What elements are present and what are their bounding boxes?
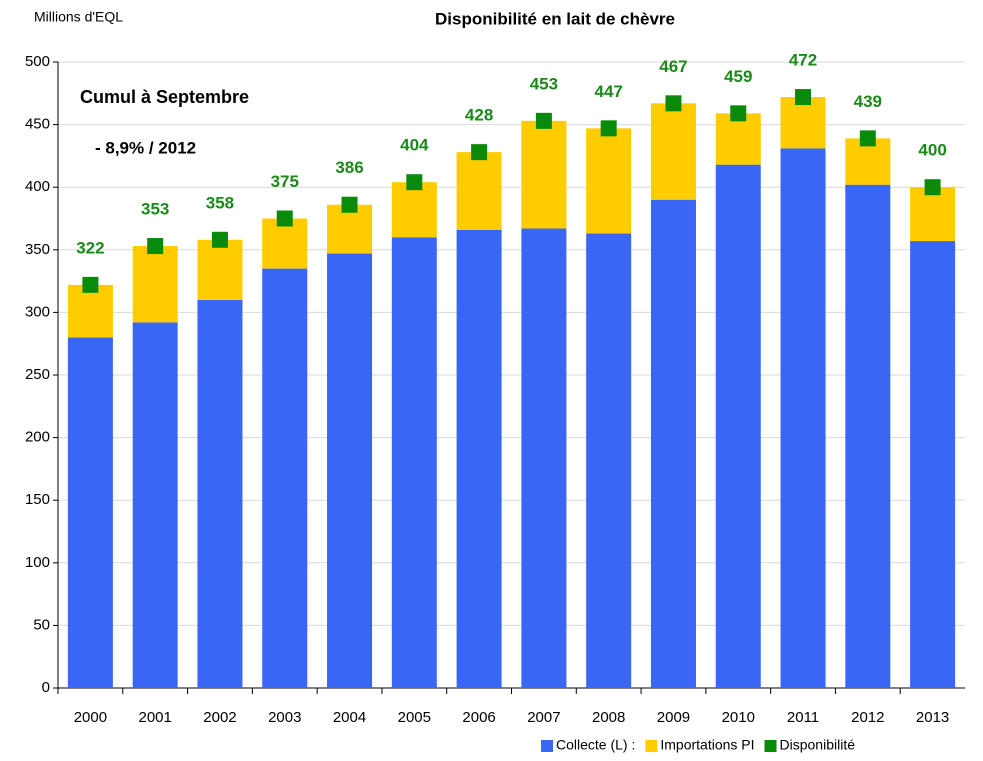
marker (535, 112, 552, 129)
bar-segment (845, 184, 891, 689)
y-tick-label: 300 (25, 303, 50, 320)
chart-title: Disponibilité en lait de chèvre (435, 9, 675, 28)
marker (471, 144, 488, 161)
value-label: 358 (206, 193, 234, 212)
x-tick-label: 2011 (787, 709, 819, 726)
bar-segment (780, 97, 826, 149)
y-tick-label: 100 (25, 554, 50, 571)
bar-segment (132, 246, 178, 323)
bar-segment (715, 164, 761, 688)
value-label: 439 (854, 92, 882, 111)
marker (211, 231, 228, 248)
y-tick-label: 500 (25, 53, 50, 70)
x-tick-label: 2006 (462, 709, 495, 726)
value-label: 472 (789, 51, 817, 70)
bar-segment (456, 229, 502, 688)
bar-segment (197, 299, 243, 688)
x-tick-label: 2012 (851, 709, 884, 726)
value-label: 459 (724, 67, 752, 86)
bar-segment (67, 284, 113, 338)
marker (795, 89, 812, 106)
legend-swatch (541, 740, 553, 752)
x-tick-label: 2000 (74, 709, 107, 726)
value-label: 447 (594, 82, 622, 101)
bar-segment (132, 322, 178, 688)
bar-segment (67, 337, 113, 688)
annotation: Cumul à Septembre (80, 87, 249, 107)
marker (665, 95, 682, 112)
bar-segment (586, 128, 632, 234)
legend-swatch (764, 740, 777, 752)
legend-label: Collecte (L) : (556, 737, 635, 753)
marker (276, 210, 293, 227)
legend-label: Importations PI (660, 737, 754, 753)
bar-segment (521, 120, 567, 229)
bar-segment (780, 148, 826, 688)
y-tick-label: 0 (42, 679, 50, 696)
y-tick-label: 150 (25, 491, 50, 508)
x-tick-label: 2013 (916, 709, 949, 726)
x-tick-label: 2001 (138, 709, 171, 726)
marker (147, 238, 164, 255)
marker (859, 130, 876, 147)
y-tick-label: 200 (25, 429, 50, 446)
bar-segment (327, 253, 373, 688)
bar-segment (262, 268, 308, 688)
marker (730, 105, 747, 122)
annotation: - 8,9% / 2012 (95, 138, 196, 157)
x-tick-label: 2004 (333, 709, 366, 726)
value-label: 400 (918, 141, 946, 160)
value-label: 404 (400, 136, 429, 155)
marker (924, 179, 941, 196)
marker (600, 120, 617, 137)
bar-segment (650, 103, 696, 200)
x-tick-label: 2009 (657, 709, 690, 726)
x-tick-label: 2003 (268, 709, 301, 726)
bar-segment (197, 239, 243, 300)
bar-segment (327, 204, 373, 254)
value-label: 322 (76, 238, 104, 257)
y-tick-label: 350 (25, 241, 50, 258)
legend-label: Disponibilité (780, 737, 856, 753)
bar-segment (456, 152, 502, 230)
marker (82, 276, 99, 293)
value-label: 375 (271, 172, 299, 191)
x-tick-label: 2007 (527, 709, 560, 726)
bar-segment (391, 237, 437, 688)
value-label: 386 (335, 158, 363, 177)
x-tick-label: 2005 (398, 709, 431, 726)
y-axis-label: Millions d'EQL (34, 9, 123, 25)
bar-segment (586, 233, 632, 689)
marker (341, 196, 358, 213)
y-tick-label: 400 (25, 178, 50, 195)
bar-segment (650, 199, 696, 688)
y-tick-label: 250 (25, 366, 50, 383)
bar-segment (715, 113, 761, 165)
marker (406, 174, 423, 191)
y-tick-label: 450 (25, 116, 50, 133)
bar-segment (262, 218, 308, 269)
bar-segment (391, 182, 437, 238)
y-tick-label: 50 (33, 616, 50, 633)
value-label: 453 (530, 74, 558, 93)
value-label: 467 (659, 57, 687, 76)
bar-segment (521, 228, 567, 689)
value-label: 353 (141, 200, 169, 219)
x-tick-label: 2010 (722, 709, 755, 726)
x-tick-label: 2008 (592, 709, 625, 726)
value-label: 428 (465, 106, 493, 125)
x-tick-label: 2002 (203, 709, 236, 726)
legend-swatch (645, 740, 658, 752)
bar-segment (910, 187, 956, 242)
bar-segment (910, 241, 956, 688)
